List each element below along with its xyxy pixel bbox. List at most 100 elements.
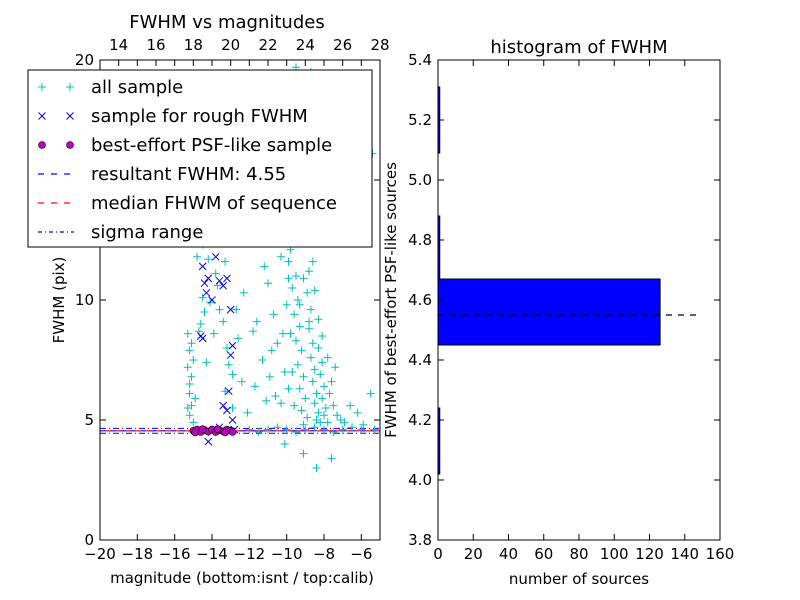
- histogram-y-tick-label: 5.2: [408, 111, 432, 129]
- legend-marker: [38, 112, 46, 120]
- legend-marker: [66, 112, 74, 120]
- all-sample-point: [262, 396, 271, 405]
- all-sample-point: [293, 296, 302, 304]
- all-sample-point: [333, 411, 342, 420]
- histogram-y-tick-label: 4.2: [408, 411, 432, 429]
- histogram-bars: [437, 86, 661, 475]
- all-sample-point: [292, 336, 300, 345]
- all-sample-point: [314, 315, 323, 324]
- all-sample-point: [346, 401, 355, 410]
- all-sample-point: [264, 279, 272, 288]
- all-sample-point: [280, 440, 289, 448]
- all-sample-point: [239, 288, 248, 297]
- legend-label: median FHWM of sequence: [91, 193, 337, 214]
- all-sample-point: [323, 353, 332, 362]
- histogram-x-tick-label: 60: [534, 545, 553, 563]
- all-sample-point: [297, 346, 306, 355]
- rough-fwhm-point: [198, 262, 207, 271]
- all-sample-point: [301, 425, 310, 434]
- scatter-axes-frame: [99, 59, 381, 541]
- all-sample-point: [316, 370, 325, 379]
- scatter-x-tick-label: −16: [159, 545, 191, 563]
- all-sample-point: [198, 293, 207, 302]
- all-sample-point: [278, 329, 287, 338]
- rough-fwhm-point: [211, 252, 220, 261]
- all-sample-point: [318, 394, 327, 403]
- histogram-y-tick-label: 5.0: [408, 171, 432, 189]
- rough-fwhm-point: [224, 387, 233, 396]
- psf-like-point: [228, 428, 237, 436]
- all-sample-point: [318, 332, 327, 340]
- scatter-x-axis-label: magnitude (bottom:isnt / top:calib): [110, 569, 374, 587]
- scatter-top-tick-label: 26: [333, 36, 352, 54]
- rough-fwhm-point: [223, 274, 231, 283]
- all-sample-point: [308, 377, 317, 386]
- all-sample-point: [310, 399, 319, 408]
- all-sample-point: [314, 408, 323, 417]
- all-sample-point: [250, 382, 259, 391]
- all-sample-point: [183, 363, 192, 372]
- all-sample-point: [310, 365, 319, 374]
- all-sample-point: [305, 324, 314, 333]
- all-sample-point: [331, 363, 340, 372]
- all-sample-point: [299, 372, 308, 381]
- all-sample-point: [312, 389, 321, 398]
- all-sample-point: [185, 346, 194, 355]
- scatter-top-tick-label: 14: [109, 36, 128, 54]
- legend-label: best-effort PSF-like sample: [91, 135, 332, 156]
- all-sample-point: [295, 322, 304, 331]
- all-sample-point: [308, 339, 317, 348]
- histogram-x-tick-label: 20: [464, 545, 483, 563]
- psf-like-point: [198, 425, 207, 433]
- all-sample-point: [327, 454, 336, 463]
- histogram-y-tick-label: 5.4: [408, 51, 432, 69]
- all-sample-point: [280, 368, 289, 376]
- all-sample-point: [329, 428, 338, 436]
- scatter-x-tick-label: −20: [84, 545, 116, 563]
- all-sample-point: [211, 269, 220, 278]
- all-sample-point: [185, 411, 194, 420]
- histogram-ticks: 0 20 40 60 80 100 120 140 160 3.8 4.0 4.2 4.4 4.6 4.8 5…: [408, 51, 734, 563]
- all-sample-point: [318, 358, 327, 367]
- all-sample-point: [320, 382, 328, 391]
- all-sample-point: [200, 308, 209, 316]
- all-sample-point: [303, 413, 312, 422]
- all-sample-point: [271, 392, 280, 400]
- all-sample-point: [348, 423, 356, 432]
- all-sample-point: [252, 317, 261, 326]
- scatter-y-tick-label: 0: [84, 531, 94, 549]
- rough-fwhm-point: [219, 401, 228, 410]
- all-sample-point: [314, 344, 323, 352]
- all-sample-point: [224, 360, 233, 369]
- legend-marker: [66, 141, 74, 149]
- all-sample-point: [191, 394, 200, 403]
- psf-like-point: [191, 428, 199, 437]
- all-sample-point: [299, 449, 308, 458]
- all-sample-point: [299, 274, 308, 283]
- scatter-title: FWHM vs magnitudes: [129, 12, 324, 33]
- all-sample-point: [254, 428, 263, 436]
- all-sample-point: [284, 384, 293, 393]
- all-sample-point: [321, 404, 330, 412]
- rough-fwhm-point: [219, 281, 228, 290]
- histogram-x-tick-label: 140: [670, 545, 699, 563]
- histogram-y-tick-label: 4.0: [408, 471, 432, 489]
- all-sample-point: [306, 305, 315, 314]
- legend-marker: [38, 83, 46, 91]
- histogram-x-tick-label: 0: [433, 545, 443, 563]
- scatter-y-tick-label: 20: [75, 51, 94, 69]
- all-sample-point: [325, 389, 334, 398]
- legend-label: sigma range: [91, 222, 203, 243]
- all-sample-point: [221, 387, 230, 396]
- all-sample-point: [189, 418, 198, 427]
- all-sample-point: [282, 300, 291, 309]
- histogram-panel: 0 20 40 60 80 100 120 140 160 3.8 4.0 4.2 4.4 4.6 4.8 5…: [382, 37, 734, 588]
- all-sample-point: [284, 257, 293, 266]
- all-sample-point: [370, 425, 379, 434]
- all-sample-point: [215, 305, 224, 314]
- all-sample-point: [273, 423, 282, 432]
- all-sample-point: [292, 272, 300, 280]
- all-sample-point: [292, 428, 300, 436]
- all-sample-point: [338, 425, 347, 434]
- psf-like-point: [221, 428, 229, 437]
